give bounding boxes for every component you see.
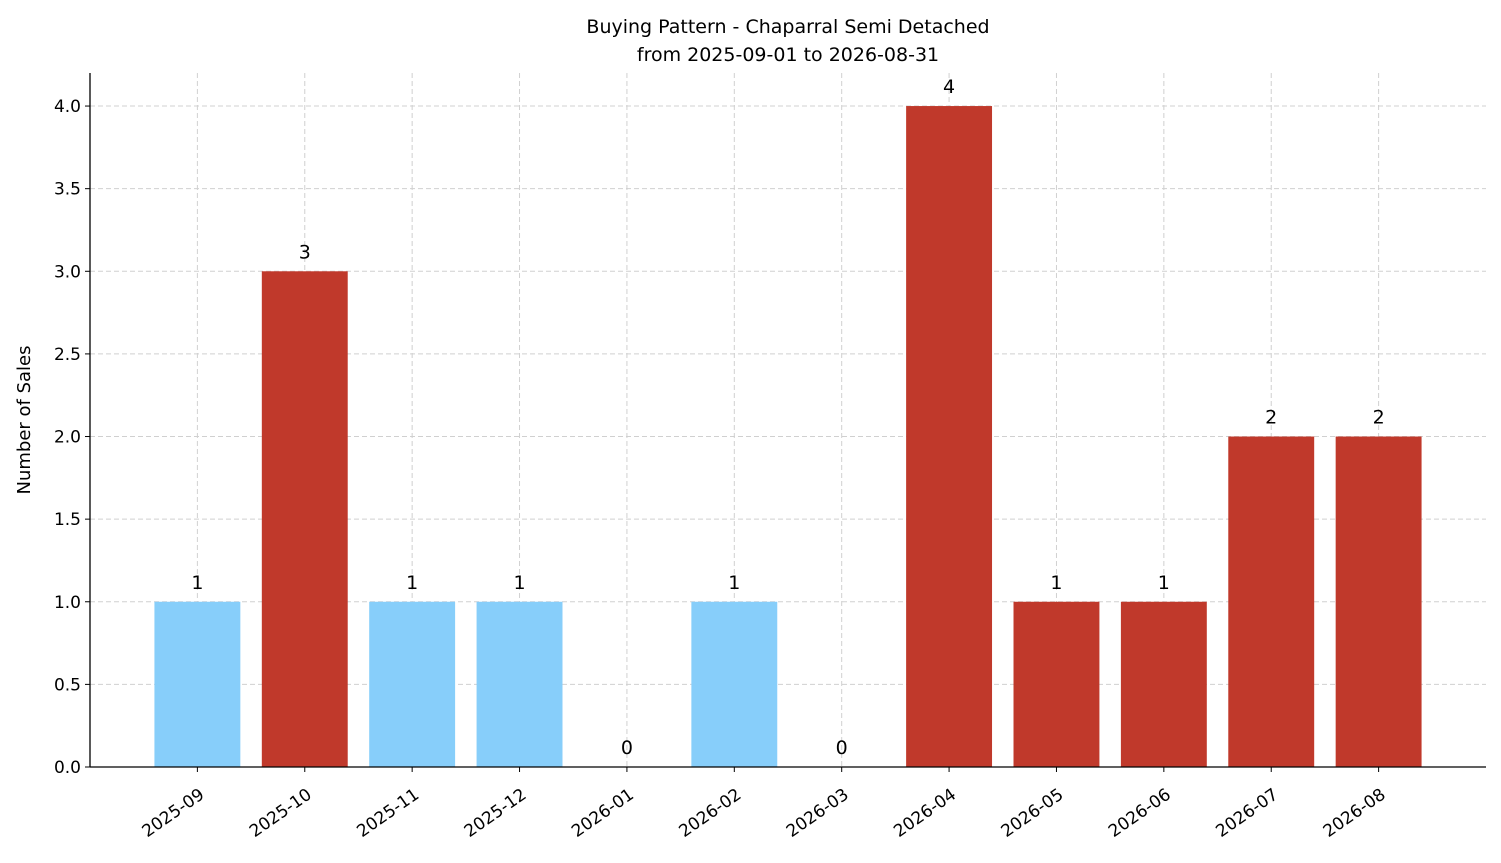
data-label: 1	[1050, 572, 1062, 594]
data-label: 1	[728, 572, 740, 594]
bar	[906, 106, 993, 768]
x-tick-label: 2026-06	[1105, 785, 1175, 842]
y-tick-label: 3.5	[54, 180, 81, 200]
y-tick-label: 1.0	[54, 593, 81, 613]
y-tick-label: 2.5	[54, 345, 81, 365]
data-label: 1	[513, 572, 525, 594]
y-axis-label: Number of Sales	[14, 345, 35, 494]
chart-title: Buying Pattern - Chaparral Semi Detached	[586, 16, 989, 38]
data-label: 4	[943, 76, 955, 98]
y-tick-label: 3.0	[54, 262, 81, 282]
x-tick-label: 2026-05	[998, 785, 1068, 842]
y-tick-label: 0.5	[54, 675, 81, 695]
x-tick-label: 2025-09	[139, 785, 209, 842]
data-label: 2	[1265, 407, 1277, 429]
data-label: 3	[299, 241, 311, 263]
x-tick-label: 2026-03	[783, 785, 853, 842]
x-tick-label: 2026-01	[568, 785, 638, 842]
x-tick-label: 2026-08	[1320, 785, 1390, 842]
data-label: 1	[191, 572, 203, 594]
bar	[261, 271, 348, 767]
x-tick-label: 2026-04	[890, 785, 960, 842]
data-label: 2	[1373, 407, 1385, 429]
chart-subtitle: from 2025-09-01 to 2026-08-31	[637, 44, 939, 66]
bar	[1013, 601, 1100, 767]
y-tick-label: 1.5	[54, 510, 81, 530]
bar	[1335, 436, 1422, 767]
data-label: 1	[406, 572, 418, 594]
bar	[154, 601, 241, 767]
data-label: 0	[836, 737, 848, 759]
bar	[1228, 436, 1315, 767]
bar	[1120, 601, 1207, 767]
x-tick-label: 2026-07	[1212, 785, 1282, 842]
data-label: 1	[1158, 572, 1170, 594]
bar	[691, 601, 778, 767]
y-tick-label: 4.0	[54, 97, 81, 117]
x-tick-label: 2025-10	[246, 785, 316, 842]
x-tick-label: 2026-02	[676, 785, 746, 842]
bar	[476, 601, 563, 767]
bar	[369, 601, 456, 767]
x-tick-label: 2025-11	[353, 785, 423, 842]
y-tick-label: 2.0	[54, 428, 81, 448]
x-tick-label: 2025-12	[461, 785, 531, 842]
y-tick-label: 0.0	[54, 758, 81, 778]
data-label: 0	[621, 737, 633, 759]
